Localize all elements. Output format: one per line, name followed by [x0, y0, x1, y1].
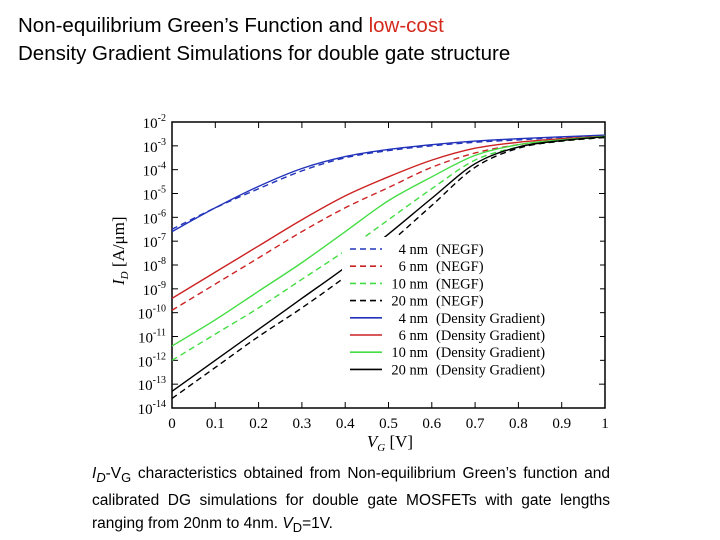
- y-tick-label: 10-2: [143, 113, 166, 132]
- y-tick-label: 10-8: [143, 256, 166, 275]
- y-tick-label: 10-9: [143, 280, 166, 299]
- y-axis-label-unit: [A/μm]: [109, 216, 128, 271]
- y-axis-label-sub: D: [119, 271, 131, 280]
- y-axis-label-main: I: [109, 278, 128, 286]
- y-tick-label: 10-10: [138, 304, 166, 323]
- y-axis-title: ID [A/μm]: [109, 216, 131, 286]
- legend-background: [342, 237, 600, 381]
- caption-vd-value: =1V.: [302, 515, 333, 533]
- series-line-20nm-negf: [171, 136, 606, 400]
- caption-vd-sub: D: [292, 520, 303, 536]
- x-axis-title: VG [V]: [367, 432, 413, 454]
- plot-border: [171, 121, 606, 409]
- figure-caption: ID-VG characteristics obtained from Non-…: [92, 462, 610, 539]
- plot-frame: [171, 121, 606, 409]
- caption-id-sub: D: [96, 470, 106, 486]
- y-tick-label: 10-3: [143, 137, 166, 156]
- y-tick-label: 10-11: [138, 328, 166, 347]
- legend-method-label: (Density Gradient): [436, 345, 545, 361]
- series-line-20nm-dg: [171, 136, 606, 392]
- y-tick-label: 10-5: [143, 185, 166, 204]
- legend-method-label: (NEGF): [436, 276, 484, 292]
- legend-size-label: 10 nm: [391, 345, 428, 361]
- legend-size-label: 4 nm: [399, 242, 429, 258]
- id-vg-chart: ID [A/μm] 10-210-310-410-510-610-710-810…: [109, 113, 609, 454]
- legend-method-label: (NEGF): [436, 294, 484, 310]
- caption-vg-sub: G: [121, 470, 132, 486]
- slide-title: Non-equilibrium Green’s Function and low…: [18, 12, 708, 68]
- title-line2: Density Gradient Simulations for double …: [18, 42, 511, 65]
- y-tick-label: 10-7: [143, 232, 166, 251]
- legend-method-label: (Density Gradient): [436, 362, 545, 378]
- y-tick-label: 10-14: [138, 399, 166, 418]
- series-line-10nm-dg: [171, 135, 606, 347]
- y-ticks: 10-2 10-3 10-4 10-5 10-6 10-7 10-8 10-9 10-10 10-…: [138, 113, 605, 418]
- x-tick-label: 0.9: [552, 416, 571, 432]
- y-tick-label: 10-6: [143, 208, 166, 227]
- y-tick-label: 10-12: [138, 351, 166, 370]
- legend-method-label: (Density Gradient): [436, 328, 545, 344]
- legend: 4 nm (NEGF) 6 nm (NEGF) 10 nm (NEGF) 20 nm (NEG…: [342, 237, 600, 381]
- svg-text:ID [A/μm]: ID [A/μm]: [109, 216, 131, 286]
- legend-method-label: (NEGF): [436, 259, 484, 275]
- x-tick-label: 0.2: [249, 416, 268, 432]
- x-tick-label: 0.6: [422, 416, 441, 432]
- x-ticks: 0 0.1 0.2 0.3 0.4 0.5 0.6 0.7 0.8 0.9 1: [168, 122, 609, 432]
- y-tick-label: 10-4: [143, 161, 166, 180]
- title-line1-prefix: Non-equilibrium Green’s Function and: [18, 14, 369, 37]
- y-tick-label: 10-13: [138, 375, 166, 394]
- series-line-4nm-dg: [171, 134, 606, 233]
- x-axis-label-main: V: [367, 432, 380, 451]
- legend-size-label: 20 nm: [391, 362, 428, 378]
- x-tick-label: 0.8: [509, 416, 528, 432]
- legend-method-label: (Density Gradient): [436, 311, 545, 327]
- x-tick-label: 0.1: [206, 416, 225, 432]
- legend-method-label: (NEGF): [436, 242, 484, 258]
- caption-id-main: I: [92, 465, 97, 482]
- x-tick-label: 0.3: [293, 416, 312, 432]
- curves: [171, 134, 606, 400]
- x-tick-label: 0.4: [336, 416, 355, 432]
- legend-size-label: 10 nm: [391, 276, 428, 292]
- x-tick-label: 0.7: [466, 416, 485, 432]
- legend-size-label: 20 nm: [391, 294, 428, 310]
- x-axis-label-unit: [V]: [385, 432, 413, 451]
- x-tick-label: 0: [168, 416, 176, 432]
- title-highlight: low-cost: [368, 14, 444, 37]
- caption-vd-main: V: [282, 515, 293, 533]
- legend-size-label: 6 nm: [399, 328, 429, 344]
- x-axis-label-sub: G: [377, 442, 385, 454]
- legend-size-label: 6 nm: [399, 259, 429, 275]
- series-line-4nm-negf: [171, 135, 606, 230]
- caption-dash: -V: [105, 465, 122, 482]
- series-line-6nm-dg: [171, 135, 606, 299]
- caption-text: characteristics obtained from Non-equili…: [92, 465, 610, 533]
- x-tick-label: 1: [601, 416, 609, 432]
- legend-size-label: 4 nm: [399, 311, 429, 327]
- x-tick-label: 0.5: [379, 416, 398, 432]
